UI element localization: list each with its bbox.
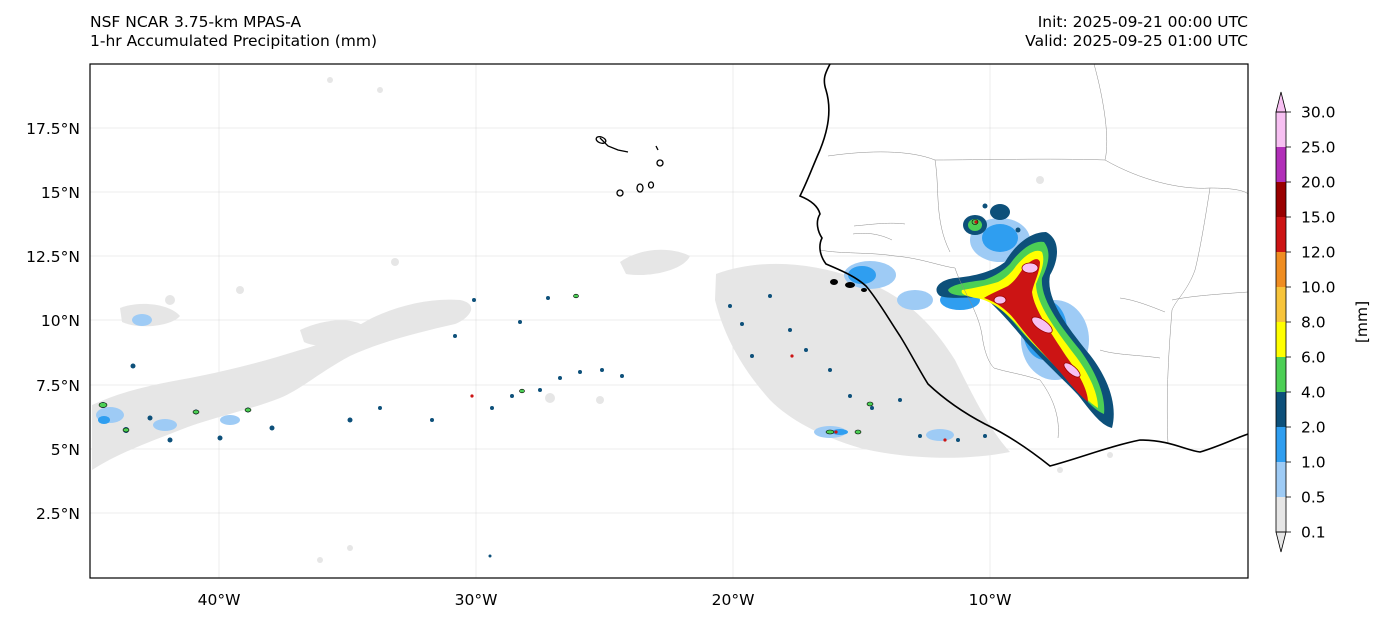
lon-label: 30°W (455, 591, 498, 609)
colorbar-tick-label: 6.0 (1301, 349, 1326, 367)
mid-atlantic-light-patch (620, 249, 690, 276)
lat-label: 17.5°N (26, 120, 80, 138)
colorbar-tick-label: 15.0 (1301, 209, 1336, 227)
colorbar-extend-min (1275, 531, 1287, 553)
colorbar-tick-label: 8.0 (1301, 314, 1326, 332)
lon-label: 40°W (198, 591, 241, 609)
precip-12-15mm (984, 259, 1088, 402)
colorbar-swatch (1276, 147, 1286, 182)
lat-label: 7.5°N (36, 377, 80, 395)
colorbar-swatch (1276, 112, 1286, 147)
coastal-light-region (715, 263, 1010, 458)
longitude-labels: 40°W 30°W 20°W 10°W (198, 591, 1012, 609)
colorbar-tick-label: 1.0 (1301, 454, 1326, 472)
field-title: 1-hr Accumulated Precipitation (mm) (90, 32, 377, 50)
colorbar-swatch (1276, 252, 1286, 287)
colorbar-tick-label: 0.5 (1301, 489, 1326, 507)
map-frame (89, 63, 1249, 579)
colorbar-swatch (1276, 392, 1286, 427)
map-panel (90, 64, 1248, 578)
colorbar-tick-label: 30.0 (1301, 104, 1336, 122)
colorbar-swatch (1276, 182, 1286, 217)
lat-label: 5°N (51, 441, 80, 459)
lat-label: 12.5°N (26, 248, 80, 266)
colorbar-swatch (1276, 497, 1286, 532)
colorbar-tick-label: 4.0 (1301, 384, 1326, 402)
colorbar-swatch (1276, 357, 1286, 392)
light-precip-areas (92, 77, 1113, 563)
title-left: NSF NCAR 3.75-km MPAS-A 1-hr Accumulated… (90, 13, 377, 51)
colorbar-swatch (1276, 322, 1286, 357)
colorbar-extend-max (1275, 91, 1287, 113)
colorbar-tick-label: 25.0 (1301, 139, 1336, 157)
colorbar-tick-label: 20.0 (1301, 174, 1336, 192)
convective-cells (98, 203, 1021, 558)
atlantic-light-patch-2 (300, 320, 368, 346)
lat-label: 2.5°N (36, 505, 80, 523)
colorbar-swatch (1276, 462, 1286, 497)
colorbar-tick-label: 10.0 (1301, 279, 1336, 297)
colorbar-swatch (1276, 287, 1286, 322)
colorbar-swatch (1276, 427, 1286, 462)
coastline (599, 64, 1248, 467)
latitude-labels: 17.5°N 15°N 12.5°N 10°N 7.5°N 5°N 2.5°N (26, 120, 80, 523)
colorbar-unit-label: [mm] (1353, 301, 1371, 343)
init-time: Init: 2025-09-21 00:00 UTC (1037, 13, 1248, 31)
country-borders (819, 64, 1248, 445)
lon-label: 10°W (969, 591, 1012, 609)
colorbar-tick-label: 2.0 (1301, 419, 1326, 437)
atlantic-light-band (92, 299, 472, 470)
cape-verde-islands (595, 136, 664, 197)
valid-time: Valid: 2025-09-25 01:00 UTC (1025, 32, 1248, 50)
colorbar: 0.1 0.5 1.0 2.0 4.0 6.0 8.0 10.0 12.0 15.0 20.0 25.… (1275, 91, 1336, 553)
lon-label: 20°W (712, 591, 755, 609)
colorbar-tick-label: 0.1 (1301, 524, 1326, 542)
model-title: NSF NCAR 3.75-km MPAS-A (90, 13, 302, 31)
precip-peak-cores (993, 262, 1081, 378)
lat-label: 15°N (41, 184, 80, 202)
lat-label: 10°N (41, 312, 80, 330)
colorbar-swatch (1276, 217, 1286, 252)
bijagos-islands (830, 279, 867, 292)
colorbar-tick-label: 12.0 (1301, 244, 1336, 262)
title-right: Init: 2025-09-21 00:00 UTC Valid: 2025-0… (1025, 13, 1248, 51)
